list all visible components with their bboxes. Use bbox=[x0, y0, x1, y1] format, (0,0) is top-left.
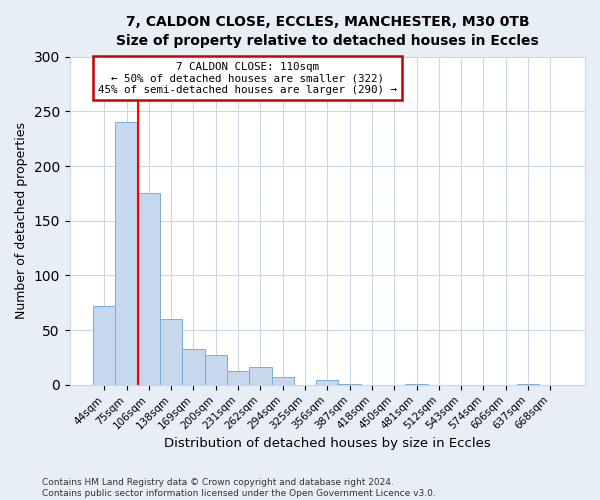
Bar bbox=[93, 306, 115, 385]
Text: 7 CALDON CLOSE: 110sqm
← 50% of detached houses are smaller (322)
45% of semi-de: 7 CALDON CLOSE: 110sqm ← 50% of detached… bbox=[98, 62, 397, 94]
Bar bbox=[338, 384, 361, 385]
Text: Contains HM Land Registry data © Crown copyright and database right 2024.
Contai: Contains HM Land Registry data © Crown c… bbox=[42, 478, 436, 498]
Bar bbox=[182, 349, 205, 385]
Bar bbox=[227, 370, 249, 385]
Bar bbox=[205, 356, 227, 385]
Title: 7, CALDON CLOSE, ECCLES, MANCHESTER, M30 0TB
Size of property relative to detach: 7, CALDON CLOSE, ECCLES, MANCHESTER, M30… bbox=[116, 15, 539, 48]
Y-axis label: Number of detached properties: Number of detached properties bbox=[15, 122, 28, 319]
Bar bbox=[115, 122, 137, 385]
Bar bbox=[517, 384, 539, 385]
Bar bbox=[249, 368, 272, 385]
Bar bbox=[272, 377, 294, 385]
Bar bbox=[137, 194, 160, 385]
X-axis label: Distribution of detached houses by size in Eccles: Distribution of detached houses by size … bbox=[164, 437, 491, 450]
Bar bbox=[406, 384, 428, 385]
Bar bbox=[160, 319, 182, 385]
Bar bbox=[316, 380, 338, 385]
